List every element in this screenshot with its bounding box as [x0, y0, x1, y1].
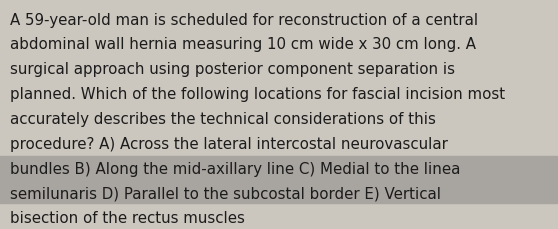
Text: abdominal wall hernia measuring 10 cm wide x 30 cm long. A: abdominal wall hernia measuring 10 cm wi… [10, 37, 476, 52]
Text: bisection of the rectus muscles: bisection of the rectus muscles [10, 210, 245, 225]
Text: bundles B) Along the mid-axillary line C) Medial to the linea: bundles B) Along the mid-axillary line C… [10, 161, 460, 176]
Text: accurately describes the technical considerations of this: accurately describes the technical consi… [10, 112, 436, 126]
Text: planned. Which of the following locations for fascial incision most: planned. Which of the following location… [10, 87, 505, 102]
Text: surgical approach using posterior component separation is: surgical approach using posterior compon… [10, 62, 455, 77]
Bar [0, 157, 558, 204]
Text: A 59-year-old man is scheduled for reconstruction of a central: A 59-year-old man is scheduled for recon… [10, 13, 478, 27]
Text: procedure? A) Across the lateral intercostal neurovascular: procedure? A) Across the lateral interco… [10, 136, 448, 151]
Text: semilunaris D) Parallel to the subcostal border E) Vertical: semilunaris D) Parallel to the subcostal… [10, 186, 441, 201]
